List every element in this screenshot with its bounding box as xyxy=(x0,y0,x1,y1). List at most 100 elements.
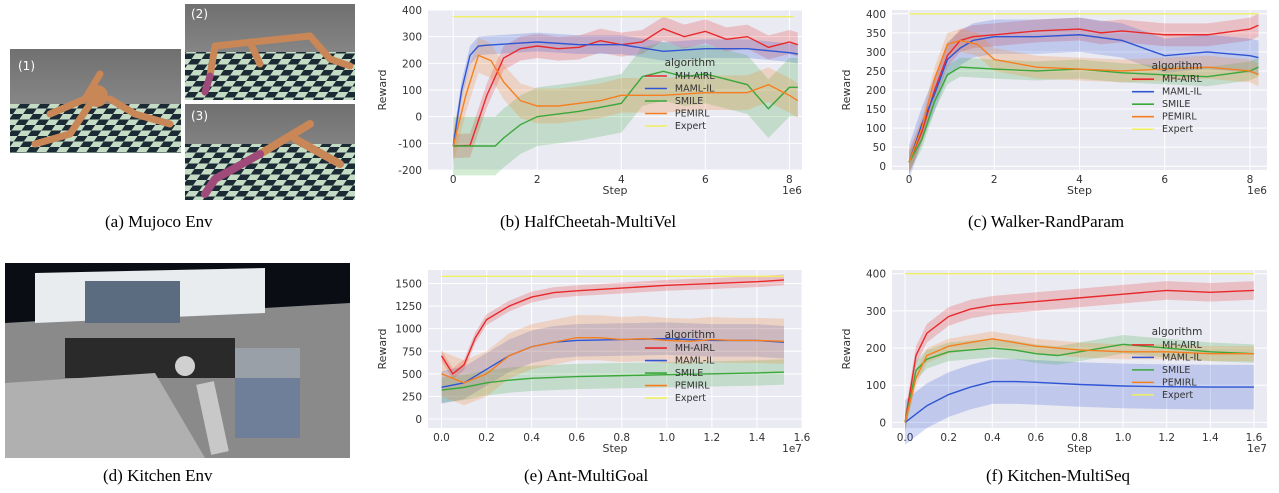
x-axis-label: Step xyxy=(602,184,627,197)
walker-render: (3) xyxy=(185,104,355,200)
y-tick-label: 1000 xyxy=(395,324,422,336)
x-tick-label: 0 xyxy=(906,174,913,186)
chart-ant: 0 250 500 750 1000 1250 1500 0.0 0.2 0.4 0.6 0.8 1.0… xyxy=(366,262,811,460)
legend-entry: MAML-IL xyxy=(1162,352,1202,363)
x-tick-label: 1.0 xyxy=(1115,432,1132,444)
confidence-band-maml-il xyxy=(441,322,784,404)
series-line-pemirl xyxy=(441,337,784,384)
y-tick-label: 350 xyxy=(866,28,886,40)
y-axis-label: Reward xyxy=(840,70,853,111)
y-axis-label: Reward xyxy=(840,329,853,370)
series-line-mh-airl xyxy=(440,279,785,375)
series-line-maml-il xyxy=(452,41,798,147)
x-axis-multiplier: 1e6 xyxy=(1247,185,1267,197)
confidence-band-maml-il xyxy=(905,359,1254,445)
y-tick-label: 750 xyxy=(402,346,422,358)
x-tick-label: 8 xyxy=(1247,174,1254,186)
y-tick-label: 100 xyxy=(866,380,886,392)
legend-entry: SMILE xyxy=(675,96,703,107)
y-tick-label: 0 xyxy=(415,112,422,124)
x-tick-label: 0.8 xyxy=(1071,432,1088,444)
confidence-band-mh-airl xyxy=(441,274,784,380)
x-axis-multiplier: 1e7 xyxy=(1247,443,1267,455)
halfcheetah-plot: -200 -100 0 100 200 300 400 0 2 4 6 8 Step 1e6 Reward a… xyxy=(376,5,802,197)
series-line-pemirl xyxy=(904,338,1254,423)
y-tick-label: 150 xyxy=(866,104,886,116)
legend-entry: PEMIRL xyxy=(675,381,710,392)
legend-entry: Expert xyxy=(675,393,706,404)
ant-plot: 0 250 500 750 1000 1250 1500 0.0 0.2 0.4 0.6 0.8 1.0… xyxy=(376,270,811,455)
legend-entry: MH-AIRL xyxy=(1162,340,1202,351)
x-tick-label: 1.2 xyxy=(704,432,721,444)
chart-walker: 0 50 100 150 200 250 300 350 400 0 2 4 6 8 Step 1e6 Rewa… xyxy=(830,2,1275,202)
series-line-smile xyxy=(441,371,784,391)
x-tick-label: 0 xyxy=(450,174,457,186)
series-line-maml-il xyxy=(904,380,1254,423)
confidence-band-mh-airl xyxy=(905,281,1254,432)
x-tick-label: 0.0 xyxy=(433,432,450,444)
y-tick-label: 200 xyxy=(866,85,886,97)
x-tick-label: 0.4 xyxy=(984,432,1001,444)
y-tick-label: 200 xyxy=(402,58,422,70)
legend-entry: PEMIRL xyxy=(1162,377,1197,388)
x-tick-label: 1.0 xyxy=(658,432,675,444)
series-line-mh-airl xyxy=(908,24,1259,163)
y-tick-label: 100 xyxy=(402,85,422,97)
confidence-band-smile xyxy=(905,335,1254,432)
x-tick-label: 0.2 xyxy=(940,432,957,444)
halfcheetah-render: (2) xyxy=(185,4,355,100)
y-tick-label: 500 xyxy=(402,369,422,381)
mujoco-label-3: (3) xyxy=(191,109,208,123)
x-axis-label: Step xyxy=(1067,184,1092,197)
y-tick-label: 100 xyxy=(866,123,886,135)
x-tick-label: 0.6 xyxy=(1028,432,1045,444)
y-tick-label: 400 xyxy=(866,9,886,21)
x-tick-label: 0.6 xyxy=(568,432,585,444)
y-tick-label: 250 xyxy=(866,66,886,78)
y-tick-label: 400 xyxy=(866,269,886,281)
caption-f: (f) Kitchen-MultiSeq xyxy=(986,466,1130,485)
legend-entry: Expert xyxy=(1162,390,1193,401)
legend-entry: MH-AIRL xyxy=(675,343,715,354)
confidence-band-mh-airl xyxy=(453,16,798,158)
mujoco-env-panel: (1) (2) (3) xyxy=(10,4,365,200)
kitchen-plot: 0 100 200 300 400 0.0 0.2 0.4 0.6 0.8 1.0 1.2 1.4 1.6… xyxy=(840,269,1267,455)
x-tick-label: 6 xyxy=(1161,174,1168,186)
caption-c: (c) Walker-RandParam xyxy=(968,212,1125,231)
y-tick-label: 300 xyxy=(866,306,886,318)
legend-entry: Expert xyxy=(675,121,706,132)
y-tick-label: 400 xyxy=(402,5,422,17)
y-tick-label: -100 xyxy=(398,138,422,150)
x-tick-label: 6 xyxy=(702,174,709,186)
legend-title: algorithm xyxy=(1152,326,1203,338)
legend-entry: Expert xyxy=(1162,124,1193,135)
x-tick-label: 0.2 xyxy=(478,432,495,444)
legend-entry: SMILE xyxy=(1162,99,1190,110)
confidence-band-pemirl xyxy=(453,38,798,164)
caption-b: (b) HalfCheetah-MultiVel xyxy=(500,212,677,231)
x-tick-label: 1.6 xyxy=(1246,432,1263,444)
caption-a: (a) Mujoco Env xyxy=(105,212,213,231)
y-axis-label: Reward xyxy=(376,329,389,370)
legend-entry: SMILE xyxy=(675,368,703,379)
x-tick-label: 1.4 xyxy=(1202,432,1219,444)
x-tick-label: 1.6 xyxy=(794,432,810,444)
y-tick-label: 1500 xyxy=(395,279,422,291)
x-tick-label: 0.4 xyxy=(523,432,540,444)
series-line-smile xyxy=(904,343,1254,423)
caption-e: (e) Ant-MultiGoal xyxy=(524,466,649,485)
y-tick-label: 1250 xyxy=(395,301,422,313)
y-tick-label: 0 xyxy=(415,414,422,426)
chart-kitchen: 0 100 200 300 400 0.0 0.2 0.4 0.6 0.8 1.0 1.2 1.4 1.6… xyxy=(830,262,1275,460)
x-axis-label: Step xyxy=(1067,442,1092,455)
caption-d: (d) Kitchen Env xyxy=(103,466,213,485)
confidence-band-pemirl xyxy=(441,315,784,406)
mujoco-env-renders: (1) (2) (3) xyxy=(10,4,355,200)
kitchen-env-panel xyxy=(5,263,350,458)
plot-area xyxy=(428,270,802,428)
x-axis-multiplier: 1e6 xyxy=(782,185,802,197)
legend-entry: MH-AIRL xyxy=(675,71,715,82)
y-tick-label: 250 xyxy=(402,391,422,403)
x-tick-label: 2 xyxy=(534,174,541,186)
series-line-pemirl xyxy=(908,39,1259,163)
